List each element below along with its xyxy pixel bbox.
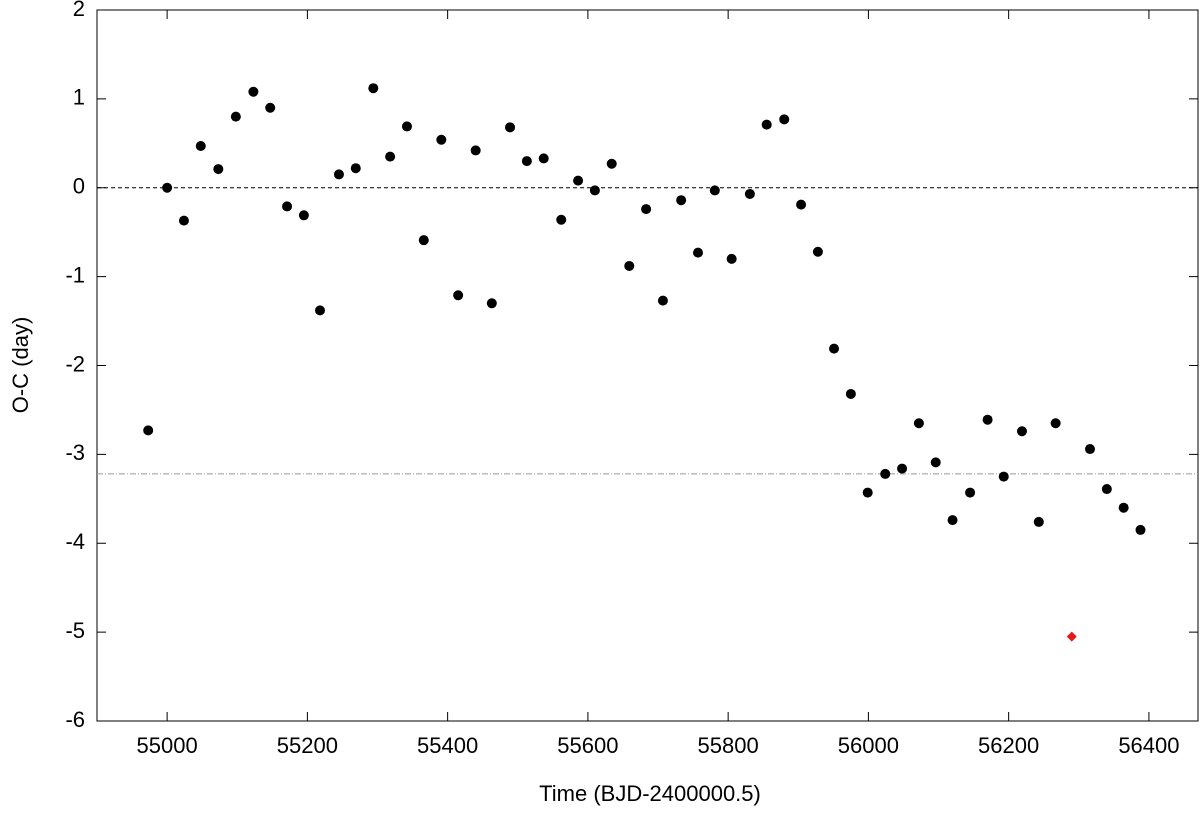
point	[265, 102, 276, 113]
x-tick-label: 55600	[557, 733, 618, 758]
y-tick-label: 1	[73, 85, 85, 110]
point	[162, 182, 173, 193]
point	[436, 134, 447, 145]
point	[350, 163, 361, 174]
point	[982, 414, 993, 425]
x-tick-label: 55200	[277, 733, 338, 758]
point	[213, 164, 224, 175]
point	[998, 471, 1009, 482]
point	[779, 114, 790, 125]
point	[505, 122, 516, 133]
point	[333, 169, 344, 180]
y-tick-label: -1	[65, 262, 85, 287]
point	[880, 468, 891, 479]
plot-frame	[96, 9, 1199, 722]
y-tick-label: 0	[73, 174, 85, 199]
point	[401, 121, 412, 132]
point	[248, 86, 259, 97]
point	[641, 204, 652, 215]
point	[298, 210, 309, 221]
x-tick-label: 55000	[137, 733, 198, 758]
point	[538, 153, 549, 164]
x-tick-label: 55800	[698, 733, 759, 758]
x-tick-label: 56000	[838, 733, 899, 758]
point	[1033, 516, 1044, 527]
point	[573, 175, 584, 186]
point	[829, 343, 840, 354]
point	[1101, 484, 1112, 495]
point	[385, 151, 396, 162]
point	[1085, 444, 1096, 455]
point	[195, 140, 206, 151]
y-axis-label: O-C (day)	[8, 317, 33, 414]
point	[744, 188, 755, 199]
point	[796, 199, 807, 210]
point	[521, 156, 532, 167]
point	[315, 305, 326, 316]
point	[761, 119, 772, 130]
point	[676, 195, 687, 206]
point	[624, 260, 635, 271]
point	[418, 235, 429, 246]
x-tick-label: 56400	[1118, 733, 1179, 758]
point	[282, 201, 293, 212]
x-axis-label: Time (BJD-2400000.5)	[539, 781, 761, 806]
point	[143, 425, 154, 436]
point	[692, 247, 703, 258]
point	[862, 487, 873, 498]
point	[1016, 426, 1027, 437]
y-tick-label: -3	[65, 440, 85, 465]
point	[812, 246, 823, 257]
x-tick-label: 55400	[417, 733, 478, 758]
point	[1050, 418, 1061, 429]
point	[368, 83, 379, 94]
point	[556, 214, 567, 225]
point	[453, 290, 464, 301]
point	[606, 158, 617, 169]
y-tick-label: -5	[65, 618, 85, 643]
point	[230, 111, 241, 122]
point	[845, 388, 856, 399]
point	[897, 463, 908, 474]
y-tick-label: -6	[65, 707, 85, 732]
point	[178, 215, 189, 226]
point	[930, 457, 941, 468]
point	[965, 487, 976, 498]
y-tick-label: -2	[65, 351, 85, 376]
point	[657, 295, 668, 306]
point	[486, 298, 497, 309]
y-tick-label: 2	[73, 0, 85, 21]
point	[947, 515, 958, 526]
point	[589, 185, 600, 196]
point	[470, 145, 481, 156]
x-tick-label: 56200	[978, 733, 1039, 758]
point	[1118, 502, 1129, 513]
point	[1135, 524, 1146, 535]
point	[726, 253, 737, 264]
point	[1066, 631, 1077, 642]
point	[913, 418, 924, 429]
y-tick-label: -4	[65, 529, 85, 554]
point	[709, 185, 720, 196]
